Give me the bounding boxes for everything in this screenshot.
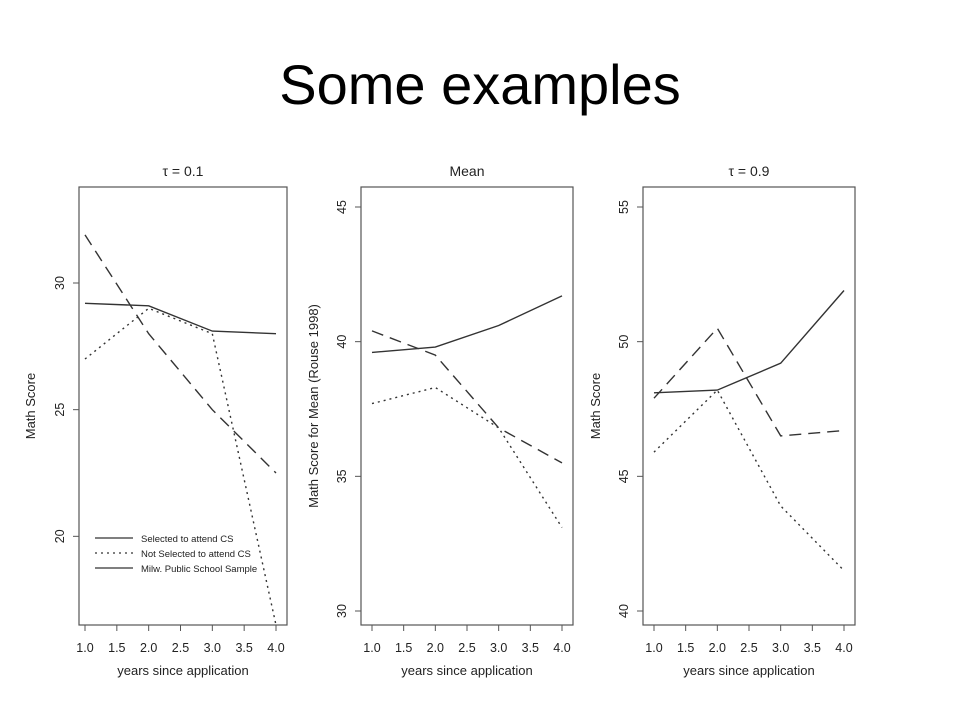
x-tick-label: 2.0 (140, 641, 157, 655)
series-line-dashed (84, 234, 277, 474)
x-tick-label: 1.0 (363, 641, 380, 655)
x-tick-label: 4.0 (267, 641, 284, 655)
x-tick-label: 1.5 (677, 641, 694, 655)
plot-frame (78, 186, 288, 626)
plot-frame (642, 186, 856, 626)
chart-panel-3: τ = 0.9 1.0 1.5 2.0 2.5 3.0 3.5 4.0 years since … (588, 163, 856, 678)
x-tick-label: 3.5 (522, 641, 539, 655)
x-tick-label: 1.5 (395, 641, 412, 655)
series-line-solid (84, 302, 277, 335)
x-tick-label: 2.5 (458, 641, 475, 655)
x-axis-label: years since application (683, 663, 815, 678)
y-tick-label: 55 (617, 200, 631, 214)
series-line-dotted (84, 307, 277, 626)
y-axis-label: Math Score for Mean (Rouse 1998) (306, 304, 321, 508)
chart-legend: Selected to attend CS Not Selected to att… (95, 534, 257, 575)
y-axis-label: Math Score (588, 373, 603, 439)
x-axis-label: years since application (117, 663, 249, 678)
x-tick-label: 1.0 (645, 641, 662, 655)
series-line-dotted (371, 386, 563, 528)
x-tick-label: 3.0 (204, 641, 221, 655)
x-tick-label: 2.0 (709, 641, 726, 655)
y-tick-label: 35 (335, 469, 349, 483)
x-tick-label: 2.0 (427, 641, 444, 655)
x-tick-label: 3.0 (490, 641, 507, 655)
y-tick-label: 45 (335, 200, 349, 214)
series-line-solid (371, 295, 563, 354)
series-line-dotted (653, 388, 845, 572)
legend-label: Milw. Public School Sample (141, 564, 257, 575)
y-tick-label: 25 (53, 403, 67, 417)
y-tick-label: 40 (617, 604, 631, 618)
series-line-dashed (371, 330, 563, 464)
series-line-dashed (653, 327, 845, 437)
legend-label: Selected to attend CS (141, 534, 233, 545)
x-tick-label: 3.5 (804, 641, 821, 655)
chart-panel-1: τ = 0.1 1.0 1.5 2.0 2.5 3.0 3.5 4.0 years since … (23, 163, 288, 678)
y-tick-label: 50 (617, 335, 631, 349)
chart-title: Mean (449, 163, 484, 179)
series-line-solid (653, 290, 845, 394)
plot-frame (360, 186, 574, 626)
y-tick-label: 30 (335, 604, 349, 618)
y-tick-label: 40 (335, 335, 349, 349)
x-tick-label: 1.5 (108, 641, 125, 655)
y-axis-label: Math Score (23, 373, 38, 439)
y-tick-label: 20 (53, 529, 67, 543)
chart-title: τ = 0.1 (163, 163, 204, 179)
x-tick-label: 4.0 (835, 641, 852, 655)
y-tick-label: 30 (53, 276, 67, 290)
x-tick-label: 2.5 (740, 641, 757, 655)
chart-panel-2: Mean 1.0 1.5 2.0 2.5 3.0 3.5 4.0 years since app… (306, 163, 574, 678)
y-tick-label: 45 (617, 469, 631, 483)
x-tick-label: 4.0 (553, 641, 570, 655)
legend-label: Not Selected to attend CS (141, 549, 251, 560)
slide-title: Some examples (279, 53, 681, 116)
x-tick-label: 2.5 (172, 641, 189, 655)
x-tick-label: 1.0 (76, 641, 93, 655)
chart-title: τ = 0.9 (729, 163, 770, 179)
x-tick-label: 3.0 (772, 641, 789, 655)
x-axis-label: years since application (401, 663, 533, 678)
x-tick-label: 3.5 (235, 641, 252, 655)
